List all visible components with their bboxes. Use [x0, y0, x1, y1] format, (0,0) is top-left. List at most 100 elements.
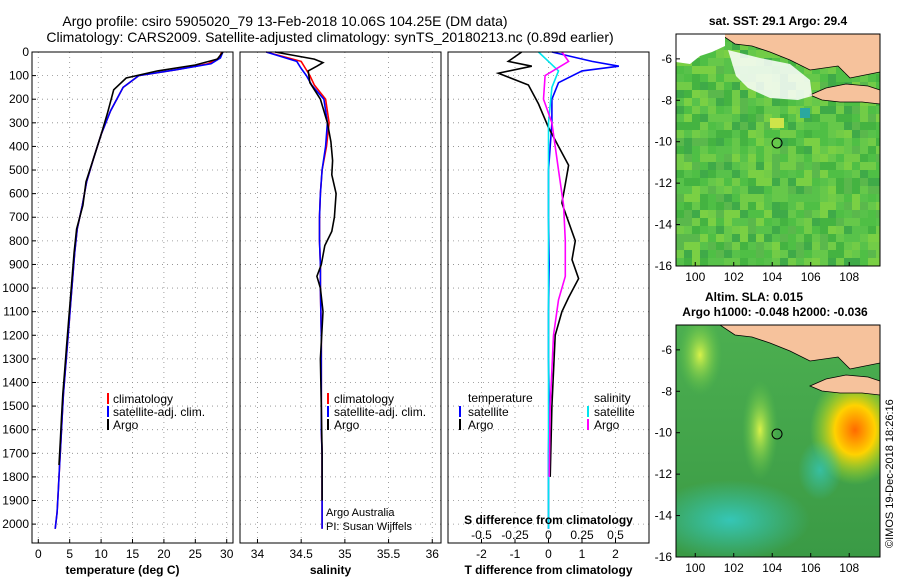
- sst-pixel: [820, 74, 828, 82]
- sst-pixel: [860, 250, 868, 258]
- y-tick-label: 2000: [2, 517, 29, 531]
- sst-pixel: [716, 122, 724, 130]
- sst-pixel: [804, 218, 812, 226]
- sst-pixel: [692, 154, 700, 162]
- sst-pixel: [796, 194, 804, 202]
- sst-pixel: [788, 186, 796, 194]
- sst-map: sat. SST: 29.1 Argo: 29.4 100 102 104 106 10…: [655, 14, 881, 284]
- sst-pixel: [788, 242, 796, 250]
- sst-pixel: [756, 242, 764, 250]
- sst-pixel: [740, 146, 748, 154]
- sst-pixel: [836, 226, 844, 234]
- sst-pixel: [764, 194, 772, 202]
- sst-pixel: [852, 210, 860, 218]
- sst-pixel: [692, 170, 700, 178]
- sst-pixel: [828, 146, 836, 154]
- sst-pixel: [676, 162, 684, 170]
- sst-pixel: [828, 186, 836, 194]
- sst-pixel: [764, 122, 772, 130]
- sst-pixel: [852, 226, 860, 234]
- sst-pixel: [876, 154, 880, 162]
- sst-pixel: [796, 234, 804, 242]
- sst-pixel: [676, 186, 684, 194]
- sst-pixel: [716, 170, 724, 178]
- sst-pixel: [700, 194, 708, 202]
- argo-location-marker: [771, 428, 783, 440]
- sst-pixel: [684, 98, 692, 106]
- sst-pixel: [732, 258, 740, 266]
- sst-pixel: [748, 114, 756, 122]
- sst-pixel: [708, 194, 716, 202]
- land-sumatra: [719, 34, 880, 79]
- sst-pixel: [684, 242, 692, 250]
- sst-pixel: [732, 146, 740, 154]
- sst-pixel: [804, 242, 812, 250]
- y-tick-label: 400: [9, 139, 29, 153]
- sst-pixel: [852, 114, 860, 122]
- land-java: [808, 374, 880, 396]
- sst-pixel: [788, 154, 796, 162]
- sst-pixel: [708, 146, 716, 154]
- sst-pixel: [796, 226, 804, 234]
- sla-low-anomaly: [676, 480, 810, 557]
- sst-pixel: [748, 226, 756, 234]
- sst-pixel: [860, 186, 868, 194]
- sst-pixel: [804, 178, 812, 186]
- sst-pixel: [756, 218, 764, 226]
- sst-pixel: [812, 170, 820, 178]
- sst-pixel: [692, 114, 700, 122]
- sst-pixel: [748, 122, 756, 130]
- sst-pixel: [700, 74, 708, 82]
- sst-pixel: [692, 66, 700, 74]
- missing-data-region: [676, 34, 725, 64]
- sla-map-title: Altim. SLA: 0.015: [705, 290, 803, 304]
- map-x-tick-label: 108: [839, 270, 859, 284]
- sst-pixel: [780, 242, 788, 250]
- sst-pixel: [812, 122, 820, 130]
- sst-pixel: [836, 146, 844, 154]
- sst-pixel: [812, 162, 820, 170]
- y-tick-label: 1000: [2, 281, 29, 295]
- legend-label-t-argo: Argo: [468, 418, 494, 432]
- x-tick-label: 5: [66, 547, 73, 561]
- sst-pixel: [868, 122, 876, 130]
- sst-pixel: [716, 146, 724, 154]
- sst-pixel: [780, 106, 788, 114]
- sst-pixel: [676, 114, 684, 122]
- sst-pixel: [868, 82, 876, 90]
- sst-pixel: [804, 66, 812, 74]
- sst-pixel: [692, 74, 700, 82]
- sst-pixel: [772, 106, 780, 114]
- sst-pixel: [756, 122, 764, 130]
- sst-pixel: [812, 242, 820, 250]
- sst-pixel: [700, 234, 708, 242]
- sst-pixel: [820, 242, 828, 250]
- sst-pixel: [708, 98, 716, 106]
- pi-text: PI: Susan Wijffels: [326, 521, 412, 533]
- series-line-argo-salinity: [542, 51, 570, 477]
- sst-pixel: [708, 90, 716, 98]
- sst-pixel: [692, 202, 700, 210]
- y-tick-label: 800: [9, 234, 29, 248]
- sst-pixel: [740, 170, 748, 178]
- sst-pixel: [724, 50, 732, 58]
- sst-pixel: [684, 258, 692, 266]
- sst-pixel: [868, 138, 876, 146]
- plot-frame: [239, 51, 442, 544]
- sst-pixel: [868, 218, 876, 226]
- sst-pixel: [740, 122, 748, 130]
- sst-pixel: [800, 108, 810, 118]
- sst-pixel: [716, 210, 724, 218]
- map-x-tick-label: 104: [762, 561, 782, 575]
- sla-high-anomaly: [742, 380, 778, 480]
- map-y-tick-label: -10: [655, 135, 673, 149]
- x-tick-label: 34: [251, 547, 265, 561]
- sst-map-frame: [675, 33, 881, 267]
- sst-pixel: [860, 178, 868, 186]
- y-tick-label: 1500: [2, 399, 29, 413]
- y-tick-label: 1100: [3, 305, 29, 319]
- sst-pixel: [844, 170, 852, 178]
- sst-pixel: [780, 194, 788, 202]
- sst-pixel: [844, 186, 852, 194]
- sst-pixel: [692, 82, 700, 90]
